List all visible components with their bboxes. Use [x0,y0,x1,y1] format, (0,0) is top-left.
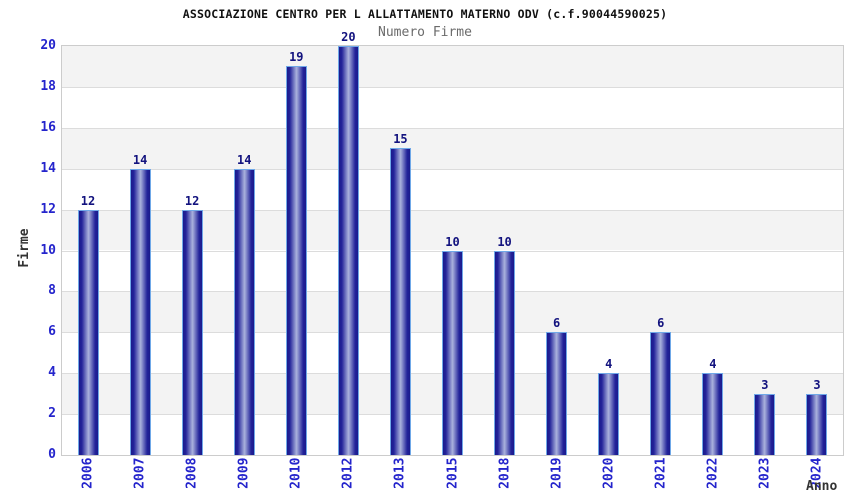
x-tick-label: 2008 [184,457,200,489]
y-tick-label: 2 [48,406,56,422]
y-tick-label: 4 [48,365,56,381]
bar-value-label: 14 [236,152,252,167]
bar-2022 [702,373,724,455]
bar-2023 [754,393,776,455]
y-tick-label: 18 [40,78,56,94]
x-tick-label: 2010 [288,457,304,489]
bar-value-label: 6 [553,316,561,331]
x-tick-label: 2019 [549,457,565,489]
bar-2012 [337,46,359,455]
bar-2019 [546,332,568,455]
x-tick-label: 2006 [80,457,96,489]
chart-subtitle: Numero Firme [378,25,472,40]
bar-2009 [233,168,255,455]
bar-value-label: 4 [709,357,717,372]
x-tick-label: 2021 [653,457,669,489]
x-tick-label: 2012 [340,457,356,489]
y-tick-label: 8 [48,283,56,299]
gridline [62,127,843,129]
x-tick-label: 2020 [601,457,617,489]
bar-value-label: 10 [445,234,460,249]
x-axis-title: Anno [806,479,838,494]
bar-2024 [806,393,828,455]
gridline [62,209,843,211]
y-tick-label: 20 [40,38,56,53]
bar-value-label: 3 [813,377,821,392]
bar-value-label: 20 [341,30,356,44]
bar-value-label: 3 [761,377,769,392]
bar-value-label: 14 [132,152,148,167]
bar-2006 [77,209,99,455]
x-tick-label: 2007 [132,457,148,489]
bar-2015 [442,250,463,455]
y-tick-label: 12 [40,201,56,217]
bar-value-label: 15 [393,132,408,147]
bar-2007 [129,168,151,455]
gridline [62,168,843,170]
bar-2020 [598,373,620,455]
bar-2008 [181,209,203,455]
gridline [62,86,843,88]
bar-value-label: 10 [497,234,512,249]
bar-2018 [494,250,516,455]
x-tick-label: 2023 [757,457,773,489]
grid-band [62,127,843,169]
chart-title: ASSOCIAZIONE CENTRO PER L ALLATTAMENTO M… [182,7,668,21]
x-tick-label: 2013 [392,457,408,489]
grid-band [62,168,843,210]
grid-band [62,86,843,128]
y-tick-label: 16 [40,119,56,135]
plot-area [61,45,844,456]
y-tick-label: 6 [48,324,56,340]
bar-value-label: 12 [184,193,200,208]
bar-2021 [650,332,672,455]
bar-value-label: 4 [605,357,613,372]
y-tick-label: 10 [40,242,56,258]
y-tick-label: 14 [40,160,56,176]
x-tick-label: 2015 [445,457,460,489]
bar-value-label: 6 [657,316,665,331]
bar-2010 [285,66,307,455]
x-tick-label: 2022 [705,457,721,489]
bar-2013 [389,148,411,455]
y-tick-label: 0 [48,447,56,462]
bar-value-label: 19 [289,50,304,65]
bar-value-label: 12 [80,193,96,208]
grid-band [62,46,843,87]
x-tick-label: 2018 [497,457,513,489]
x-tick-label: 2009 [236,457,252,489]
